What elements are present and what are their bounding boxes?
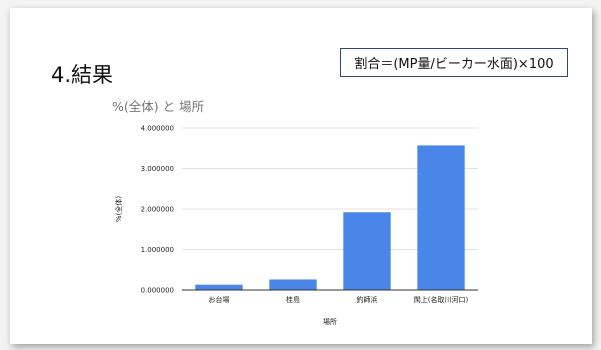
slide: 4.結果 割合＝(MP量/ビーカー水面)×100 %(全体) と 場所 0.00… bbox=[10, 8, 592, 344]
slide-title: 4.結果 bbox=[51, 63, 114, 87]
x-tick-label: 閖上(名取川河口) bbox=[414, 295, 469, 304]
x-axis-ticks: お台場 桂島 釣師浜 閖上(名取川河口) bbox=[209, 295, 469, 304]
bar-4 bbox=[417, 145, 465, 290]
y-tick-label: 3.000000 bbox=[141, 165, 174, 173]
y-tick-label: 4.000000 bbox=[141, 125, 174, 133]
y-tick-label: 2.000000 bbox=[141, 206, 174, 214]
x-tick-label: お台場 bbox=[209, 295, 230, 304]
y-axis-ticks: 0.000000 1.000000 2.000000 3.000000 4.000000 bbox=[141, 125, 174, 295]
bar-1 bbox=[195, 284, 243, 290]
bar-3 bbox=[343, 212, 391, 290]
x-axis-label: 場所 bbox=[323, 317, 337, 326]
y-axis-label: %(全体) bbox=[114, 196, 123, 222]
formula-box: 割合＝(MP量/ビーカー水面)×100 bbox=[340, 48, 568, 77]
y-tick-label: 1.000000 bbox=[141, 246, 174, 254]
x-tick-label: 桂島 bbox=[286, 295, 300, 304]
chart-title: %(全体) と 場所 bbox=[112, 99, 204, 114]
bar-2 bbox=[269, 279, 317, 290]
bar-chart: %(全体) と 場所 0.000000 1.000000 2.000000 3.000… bbox=[112, 99, 478, 326]
bars bbox=[195, 145, 465, 290]
y-tick-label: 0.000000 bbox=[141, 287, 174, 295]
x-tick-label: 釣師浜 bbox=[357, 295, 378, 304]
